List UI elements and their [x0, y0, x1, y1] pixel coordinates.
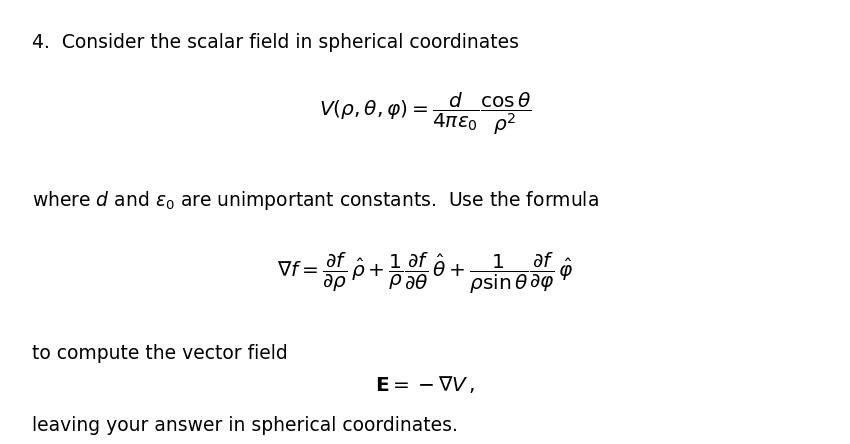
Text: $\nabla f = \dfrac{\partial f}{\partial \rho}\,\hat{\rho} + \dfrac{1}{\rho}\dfra: $\nabla f = \dfrac{\partial f}{\partial …: [276, 250, 574, 296]
Text: $\mathbf{E} = -\nabla V\,,$: $\mathbf{E} = -\nabla V\,,$: [375, 374, 475, 396]
Text: to compute the vector field: to compute the vector field: [32, 344, 288, 363]
Text: where $d$ and $\epsilon_0$ are unimportant constants.  Use the formula: where $d$ and $\epsilon_0$ are unimporta…: [32, 189, 599, 212]
Text: $V(\rho, \theta, \varphi) = \dfrac{d}{4\pi\epsilon_0}\dfrac{\cos\theta}{\rho^2}$: $V(\rho, \theta, \varphi) = \dfrac{d}{4\…: [319, 90, 531, 137]
Text: 4.  Consider the scalar field in spherical coordinates: 4. Consider the scalar field in spherica…: [32, 33, 519, 52]
Text: leaving your answer in spherical coordinates.: leaving your answer in spherical coordin…: [32, 416, 458, 435]
